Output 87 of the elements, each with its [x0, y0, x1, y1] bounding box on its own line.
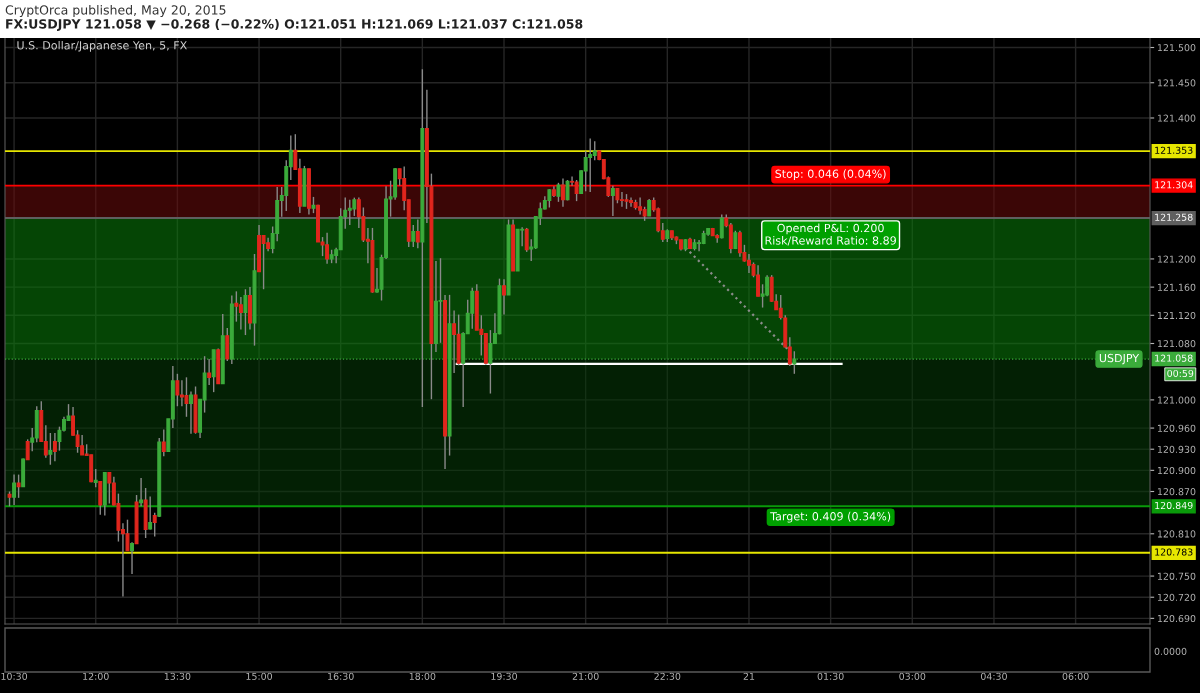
candlestick: [234, 290, 239, 323]
candlestick: [80, 434, 85, 456]
annotation: Opened P&L: 0.200 Risk/Reward Ratio: 8.89: [765, 223, 896, 246]
y-tick-label: 121.080: [1157, 340, 1196, 348]
y-tick-label: 121.500: [1157, 44, 1196, 52]
candlestick: [556, 182, 561, 203]
x-tick-label: 15:00: [246, 672, 273, 680]
candlestick: [588, 137, 593, 193]
x-tick-label: 16:30: [328, 672, 354, 680]
candlestick: [93, 468, 98, 488]
x-tick-label: 19:30: [491, 672, 517, 680]
ref-line-label: 120.849: [1155, 501, 1193, 510]
text: CryptOrca published, May 20, 2015: [5, 4, 226, 18]
x-tick-label: 13:30: [164, 672, 191, 680]
candlestick: [524, 227, 529, 253]
candlestick: [161, 428, 166, 457]
candlestick: [488, 329, 493, 395]
y-tick-label: 121.400: [1157, 114, 1196, 122]
candlestick: [452, 309, 457, 374]
candlestick: [261, 234, 266, 290]
candlestick: [238, 296, 243, 331]
candlestick: [107, 471, 112, 505]
candlestick: [189, 390, 193, 435]
x-tick-label: 18:00: [409, 672, 436, 680]
candlestick: [152, 511, 157, 538]
candlestick: [415, 218, 420, 250]
y-tick-label: 120.930: [1157, 445, 1196, 453]
ref-line-label: 120.783: [1155, 548, 1193, 556]
y-tick-label: 120.960: [1157, 424, 1196, 432]
x-tick-label: 01:30: [817, 672, 844, 680]
candlestick: [352, 196, 357, 217]
y-tick-label: 120.690: [1157, 614, 1196, 623]
candlestick: [347, 199, 352, 226]
y-tick-label: 121.200: [1157, 255, 1196, 263]
candlestick: [610, 184, 615, 217]
candlestick: [243, 288, 248, 336]
x-tick-label: 04:30: [980, 672, 1007, 680]
ref-line-label: 121.258: [1155, 213, 1193, 221]
text: 00:59: [1167, 369, 1194, 378]
y-tick-label: 121.450: [1157, 79, 1196, 87]
x-tick-label: 06:00: [1062, 672, 1089, 680]
candlestick: [16, 473, 21, 499]
x-tick-label: 21: [743, 672, 755, 680]
x-tick-label: 22:30: [654, 672, 681, 680]
candlestick: [139, 477, 144, 507]
candlestick: [175, 373, 180, 407]
ref-line-label: 121.304: [1155, 181, 1193, 189]
ref-line-label: 121.058: [1155, 354, 1193, 362]
text: 0.0000: [1154, 647, 1187, 655]
candlestick: [502, 278, 506, 316]
candlestick: [737, 230, 742, 258]
candlestick: [184, 376, 189, 418]
x-tick-label: 21:00: [572, 672, 599, 680]
candlestick: [592, 140, 597, 161]
candlestick: [52, 432, 57, 462]
candlestick: [130, 541, 134, 575]
y-tick-label: 120.870: [1157, 488, 1196, 496]
candlestick: [411, 224, 416, 248]
candlestick: [12, 473, 17, 506]
candlestick: [148, 495, 153, 531]
candlestick: [25, 438, 30, 461]
candlestick: [561, 177, 565, 208]
text: U.S. Dollar/Japanese Yen, 5, FX: [17, 40, 187, 52]
candlestick: [638, 196, 643, 216]
y-tick-label: 120.810: [1157, 530, 1196, 538]
candlestick: [583, 150, 588, 192]
ref-line-label: 121.353: [1155, 146, 1193, 154]
candlestick: [48, 432, 53, 466]
y-tick-label: 120.750: [1157, 572, 1196, 580]
y-tick-label: 120.900: [1157, 466, 1196, 475]
annotation: Stop: 0.046 (0.04%): [775, 169, 886, 181]
chart-subtitle: FX:USDJPY 121.058 ▼ −0.268 (−0.22%) O:121.051 H:121.069 L:121.037 C:121.058: [6, 18, 583, 31]
candlestick: [574, 179, 579, 202]
annotation: Target: 0.409 (0.34%): [770, 511, 891, 523]
x-tick-label: 03:00: [899, 672, 926, 680]
annotation: USDJPY: [1099, 353, 1140, 365]
candlestick: [98, 480, 103, 516]
candlestick: [225, 327, 230, 362]
y-tick-label: 121.000: [1157, 396, 1196, 404]
candlestick: [207, 358, 212, 386]
x-tick-label: 12:00: [83, 672, 109, 680]
candlestick: [547, 188, 552, 209]
y-tick-label: 121.160: [1157, 283, 1196, 291]
x-tick-label: 10:30: [1, 672, 28, 680]
y-tick-label: 120.720: [1157, 593, 1196, 601]
y-tick-label: 121.120: [1157, 311, 1196, 320]
candlestick: [470, 287, 475, 330]
